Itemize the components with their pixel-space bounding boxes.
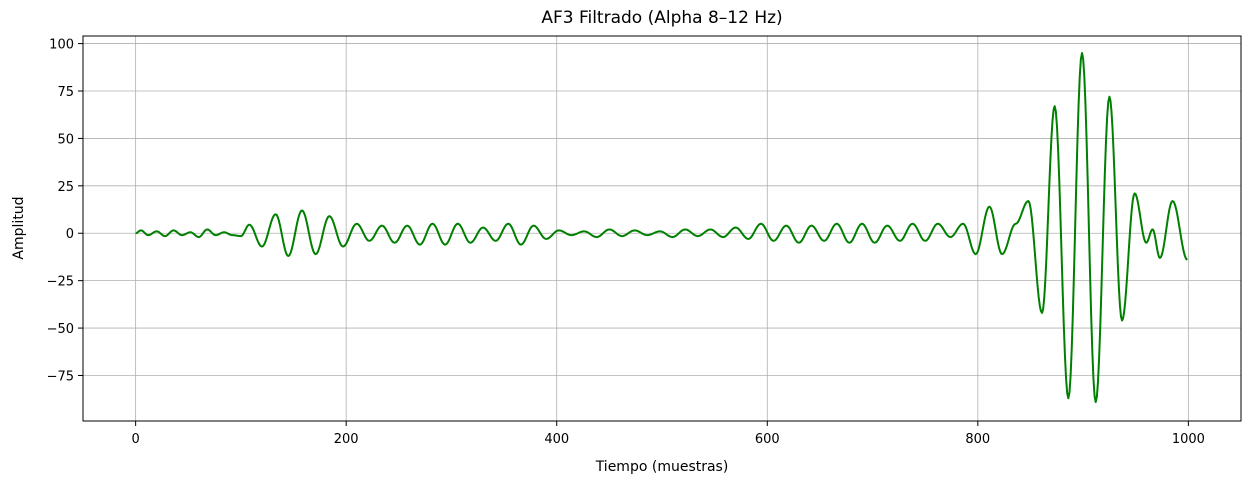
y-tick-label: 100 <box>49 38 74 53</box>
y-tick-label: 50 <box>57 132 74 147</box>
tick-group: 0 200 400 600 800 1000 −75 −50 −25 0 25 50 75 100 <box>47 38 1205 447</box>
y-tick-label: −25 <box>47 275 74 290</box>
chart-title: AF3 Filtrado (Alpha 8–12 Hz) <box>541 8 782 28</box>
y-tick-label: 25 <box>57 180 74 195</box>
plot-background <box>83 36 1241 421</box>
plot-frame <box>82 35 1242 422</box>
y-tick-label: −50 <box>47 322 74 337</box>
y-tick-label: −75 <box>47 369 74 384</box>
x-tick-label: 600 <box>755 432 780 447</box>
x-tick-label: 1000 <box>1172 432 1205 447</box>
x-tick-label: 800 <box>965 432 990 447</box>
x-tick-label: 0 <box>131 432 139 447</box>
y-tick-label: 75 <box>57 85 74 100</box>
x-axis-label: Tiempo (muestras) <box>595 459 729 475</box>
y-axis-label: Amplitud <box>11 196 27 259</box>
y-tick-label: 0 <box>66 227 74 242</box>
x-tick-label: 400 <box>544 432 569 447</box>
series-line <box>135 52 1188 404</box>
series-group <box>135 52 1188 404</box>
x-tick-label: 200 <box>334 432 359 447</box>
